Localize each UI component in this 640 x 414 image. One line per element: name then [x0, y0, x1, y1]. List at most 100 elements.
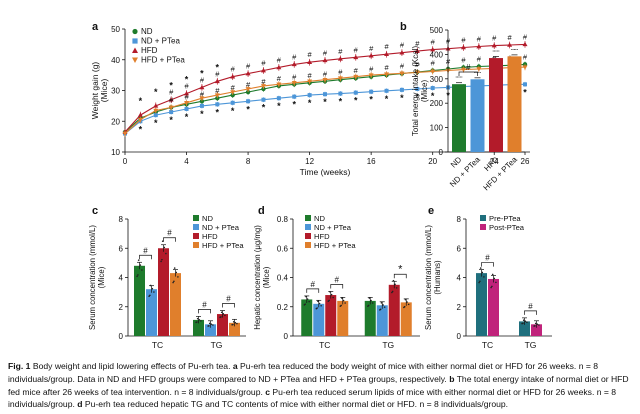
data-point: HFD + PTea week 4: 26	[184, 101, 190, 106]
bar-nd-ptea: ND + PTea: 298	[470, 79, 485, 152]
data-dot	[536, 323, 539, 325]
panel-b-y-tick-label: 300	[430, 75, 444, 84]
data-dot	[212, 324, 214, 326]
significance-hash: #	[477, 35, 482, 44]
legend-label: Post-PTea	[489, 223, 525, 232]
legend-label: HFD + PTea	[202, 241, 244, 250]
significance-hash: #	[338, 47, 343, 56]
data-dots: •••••	[492, 48, 500, 53]
panel-e-y-tick-label: 8	[457, 215, 462, 224]
significance-star: *	[369, 95, 373, 105]
significance-hash: #	[231, 65, 236, 74]
panel-d-y-tick-label: 0	[284, 332, 289, 341]
panel-c-x-tick-label: TG	[211, 340, 223, 350]
panel-e-y-tick-label: 2	[457, 303, 462, 312]
bar-tg-hfd-ptea: TG HFD + PTea: 0.23	[400, 302, 412, 336]
data-dot	[329, 290, 331, 293]
panel-e-y-tick-label: 0	[457, 332, 462, 341]
data-point: ND + PTea week 10: 27.5	[276, 96, 281, 101]
caption-d-label: d	[77, 399, 83, 410]
panel-a-y-tick-label: 10	[111, 148, 120, 157]
data-point: HFD + PTea week 14: 34	[337, 76, 343, 81]
bar-tc-hfd-ptea: TC HFD + PTea: 0.24	[337, 300, 349, 336]
legend-label: HFD + PTea	[314, 241, 356, 250]
caption-b-text: The total energy intake of normal diet o…	[8, 373, 629, 397]
significance-hash: #	[292, 72, 297, 81]
significance-hash: #	[277, 55, 282, 64]
data-point: ND + PTea week 26: 32	[523, 82, 527, 87]
significance-hash: #	[338, 68, 343, 77]
panel-d-y-tick-label: 0.8	[277, 215, 289, 224]
legend-swatch	[193, 233, 199, 239]
significance-star: *	[277, 101, 281, 111]
data-dot	[149, 284, 152, 287]
legend-swatch	[193, 242, 199, 248]
panel-b-x-tick-label: ND	[449, 155, 464, 170]
data-dot	[406, 301, 408, 303]
bar-hfd-ptea: HFD + PTea: 392	[507, 56, 522, 152]
data-point: HFD week 8: 35.5	[245, 70, 251, 76]
significance-hash: #	[292, 52, 297, 61]
bar-tc-pre-ptea: TC Pre-PTea: 4.3	[476, 273, 487, 336]
significance-star: *	[154, 118, 158, 128]
legend-swatch	[480, 224, 486, 230]
data-dot	[137, 274, 139, 276]
data-point: HFD week 1: 22	[137, 112, 143, 117]
data-dot	[379, 308, 382, 311]
data-dot	[208, 322, 211, 325]
data-dot	[320, 304, 322, 307]
data-dot	[210, 323, 213, 325]
data-dot	[478, 281, 480, 284]
data-point: HFD + PTea week 15: 34.5	[353, 74, 359, 80]
figure-caption: Fig. 1 Body weight and lipid lowering ef…	[8, 360, 634, 411]
panel-a-y-tick-label: 30	[111, 87, 120, 96]
panel-a-x-tick-label: 26	[521, 157, 530, 166]
data-point: HFD week 19: 42.8	[414, 48, 420, 53]
data-point: HFD week 10: 37.5	[276, 64, 282, 70]
panel-c-chart: 0 2 4 6 8 Serum concentration (mmol/L) (Mice) T…	[88, 214, 246, 350]
data-dot	[137, 259, 140, 261]
bar-tg-hfd: TG HFD: 1.5	[217, 314, 228, 336]
panel-label-e: e	[428, 205, 434, 217]
significance-hash: #	[384, 42, 389, 51]
panel-a-x-label: Time (weeks)	[300, 167, 351, 177]
data-point: HFD week 7: 34.5	[230, 74, 236, 79]
data-dot	[332, 296, 334, 299]
panel-c-y-tick-label: 4	[119, 274, 124, 283]
data-dot	[236, 322, 238, 325]
data-dot	[404, 298, 407, 301]
significance-label: #	[311, 280, 316, 289]
panel-d-y-tick-label: 0.4	[277, 274, 289, 283]
bar-tc-nd: TC ND: 4.8	[134, 265, 145, 336]
data-point: ND + PTea week 13: 28.8	[323, 92, 327, 97]
data-point: HFD + PTea week 2: 23.5	[153, 108, 159, 114]
data-point: ND + PTea week 5: 25	[199, 103, 204, 108]
data-dot	[522, 322, 524, 325]
data-dot	[304, 303, 306, 305]
panel-a-x-tick-label: 16	[367, 157, 376, 166]
significance-hash: #	[246, 62, 251, 71]
panel-c-y-tick-label: 2	[119, 303, 124, 312]
panel-c-y-tick-label: 0	[119, 332, 124, 341]
legend-label: Pre-PTea	[489, 214, 521, 223]
bar-tc-nd-ptea: TC ND + PTea: 3.2	[146, 289, 157, 336]
data-dot	[534, 325, 536, 327]
data-dot	[316, 307, 318, 309]
significance-hash: #	[277, 74, 282, 83]
data-dot	[141, 269, 143, 271]
data-point: HFD + PTea week 23: 37	[476, 67, 482, 72]
data-point: HFD week 3: 27	[168, 97, 174, 102]
data-dot	[481, 271, 484, 274]
legend-marker	[132, 57, 138, 63]
significance-star: *	[246, 104, 250, 114]
significance-hash: #	[415, 39, 420, 48]
legend-label: HFD	[141, 46, 158, 55]
significance-label: #	[485, 254, 490, 263]
caption-a-text: Pu-erh tea reduced the body weight of mi…	[8, 361, 599, 384]
significance-bracket	[222, 303, 235, 308]
data-dot	[534, 322, 537, 325]
data-dot	[200, 320, 202, 322]
data-dot	[382, 304, 384, 306]
legend-label: ND + PTea	[141, 37, 180, 46]
